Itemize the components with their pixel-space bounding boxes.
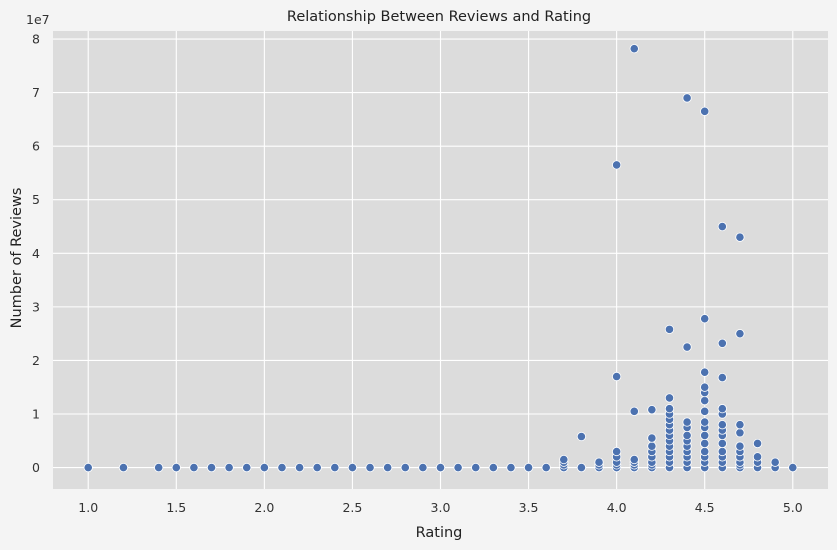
- data-point: [735, 232, 745, 242]
- data-point: [647, 433, 657, 443]
- data-point: [629, 44, 639, 54]
- y-axis-label: Number of Reviews: [9, 188, 25, 329]
- data-point: [717, 438, 727, 449]
- data-point: [682, 430, 692, 441]
- data-point: [541, 462, 551, 473]
- data-point: [242, 462, 252, 473]
- x-axis-label: Rating: [416, 525, 463, 541]
- data-point: [576, 462, 587, 473]
- data-point: [700, 396, 710, 406]
- data-point: [83, 462, 93, 473]
- data-point: [488, 462, 498, 473]
- data-point: [717, 420, 727, 430]
- data-point: [752, 452, 763, 462]
- data-point: [647, 441, 657, 451]
- data-point: [664, 404, 675, 414]
- data-point: [788, 462, 798, 473]
- data-point: [330, 462, 340, 473]
- data-point: [700, 367, 710, 377]
- data-point: [347, 462, 358, 473]
- data-point: [700, 382, 710, 392]
- data-point: [612, 371, 622, 382]
- data-point: [576, 431, 587, 442]
- data-point: [717, 372, 727, 383]
- data-point: [612, 446, 622, 457]
- data-point: [453, 462, 463, 473]
- y-axis-offset-label: 1e7: [26, 12, 50, 27]
- data-point: [752, 438, 763, 449]
- x-tick-labels: 1.0 1.5 2.0 2.5 3.0 3.5 4.0 4.5 5.0: [78, 500, 802, 515]
- data-point: [664, 324, 675, 334]
- y-tick-label: 4: [32, 246, 40, 261]
- data-point: [171, 462, 181, 473]
- y-tick-label: 8: [32, 32, 40, 47]
- data-point: [735, 441, 745, 451]
- data-point: [700, 438, 710, 449]
- data-point: [612, 160, 622, 170]
- data-point: [523, 462, 534, 473]
- data-point: [682, 342, 692, 352]
- x-tick-label: 1.5: [166, 500, 186, 515]
- data-point: [154, 462, 164, 473]
- data-point: [735, 428, 745, 438]
- data-point: [682, 93, 692, 103]
- data-point: [717, 221, 727, 232]
- y-tick-label: 5: [32, 192, 40, 207]
- x-tick-label: 1.0: [78, 500, 98, 515]
- data-point: [735, 329, 745, 339]
- data-point: [506, 462, 516, 473]
- y-tick-label: 3: [32, 299, 40, 314]
- data-point: [435, 462, 446, 473]
- y-tick-label: 0: [32, 460, 40, 475]
- data-point: [294, 462, 305, 473]
- data-point: [664, 393, 675, 403]
- x-tick-label: 2.0: [254, 500, 274, 515]
- data-point: [206, 462, 217, 473]
- x-tick-label: 4.5: [695, 500, 715, 515]
- data-point: [224, 462, 234, 473]
- data-point: [312, 462, 322, 473]
- data-point: [700, 106, 710, 116]
- x-tick-label: 3.5: [519, 500, 539, 515]
- data-points: [83, 44, 798, 473]
- data-point: [735, 420, 745, 430]
- data-point: [559, 454, 569, 465]
- data-point: [471, 462, 481, 473]
- data-point: [418, 462, 428, 473]
- y-tick-label: 2: [32, 353, 40, 368]
- data-point: [400, 462, 410, 473]
- y-tick-label: 6: [32, 139, 40, 154]
- data-point: [717, 338, 727, 348]
- data-point: [682, 417, 692, 427]
- data-point: [717, 404, 727, 414]
- data-point: [259, 462, 269, 473]
- y-tick-label: 1: [32, 407, 40, 422]
- x-tick-label: 3.0: [431, 500, 451, 515]
- data-point: [118, 462, 129, 473]
- data-point: [629, 454, 639, 465]
- data-point: [700, 446, 710, 457]
- x-tick-label: 4.0: [607, 500, 627, 515]
- data-point: [594, 457, 604, 467]
- y-tick-labels: 0 1 2 3 4 5 6 7 8: [32, 32, 40, 476]
- data-point: [365, 462, 375, 473]
- data-point: [700, 406, 710, 416]
- data-point: [717, 446, 727, 457]
- chart-title: Relationship Between Reviews and Rating: [287, 9, 591, 25]
- data-point: [189, 462, 199, 473]
- data-point: [700, 417, 710, 427]
- data-point: [277, 462, 287, 473]
- data-point: [700, 430, 710, 441]
- x-tick-label: 2.5: [342, 500, 362, 515]
- data-point: [647, 405, 657, 415]
- data-point: [629, 406, 639, 416]
- x-tick-label: 5.0: [783, 500, 803, 515]
- data-point: [770, 457, 780, 467]
- data-point: [383, 462, 393, 473]
- y-tick-label: 7: [32, 85, 40, 100]
- data-point: [700, 314, 710, 324]
